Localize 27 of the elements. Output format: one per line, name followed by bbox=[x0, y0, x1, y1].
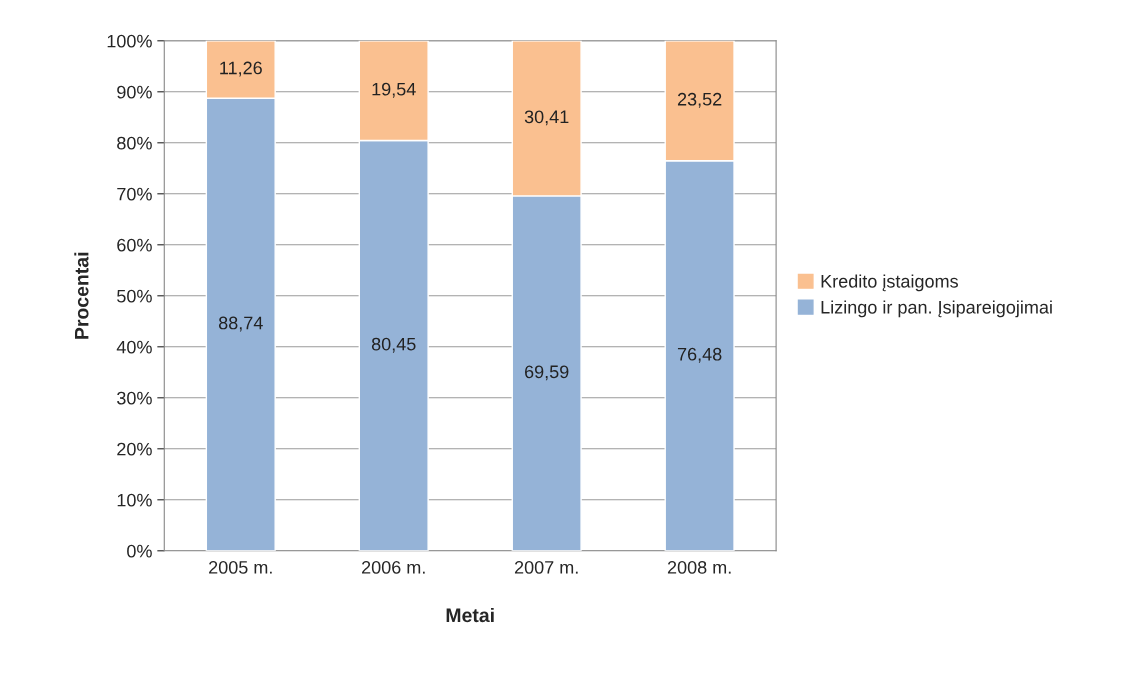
x-tick-label: 2007 m. bbox=[514, 561, 578, 574]
y-tick-label: 30% bbox=[117, 391, 152, 405]
x-tick-label: 2006 m. bbox=[362, 561, 425, 574]
data-label: 76,48 bbox=[677, 347, 722, 363]
y-tick-label: 80% bbox=[117, 136, 152, 150]
y-tick-label: 100% bbox=[107, 34, 152, 48]
y-tick-label: 50% bbox=[117, 289, 152, 303]
x-axis-title: Metai bbox=[446, 607, 494, 623]
y-axis-title: Procentai bbox=[74, 252, 89, 339]
data-label: 80,45 bbox=[371, 337, 416, 353]
y-tick-label: 40% bbox=[116, 340, 152, 354]
data-label: 19,54 bbox=[372, 82, 416, 98]
data-label: 88,74 bbox=[218, 316, 263, 332]
data-label: 23,52 bbox=[677, 92, 722, 108]
y-tick-label: 90% bbox=[117, 85, 152, 99]
y-tick-label: 60% bbox=[117, 238, 152, 252]
legend-label: Lizingo ir pan. Įsipareigojimai bbox=[821, 300, 1052, 318]
data-label: 69,59 bbox=[525, 365, 569, 381]
y-tick-label: 10% bbox=[117, 493, 152, 507]
y-tick-label: 0% bbox=[127, 544, 152, 558]
data-label: 30,41 bbox=[524, 110, 569, 126]
x-tick-label: 2005 m. bbox=[209, 561, 272, 574]
y-tick-label: 70% bbox=[117, 187, 152, 201]
x-tick-label: 2008 m. bbox=[667, 561, 731, 574]
legend-label: Kredito įstaigoms bbox=[821, 274, 958, 292]
y-tick-label: 20% bbox=[117, 442, 152, 456]
data-label: 11,26 bbox=[220, 61, 262, 77]
